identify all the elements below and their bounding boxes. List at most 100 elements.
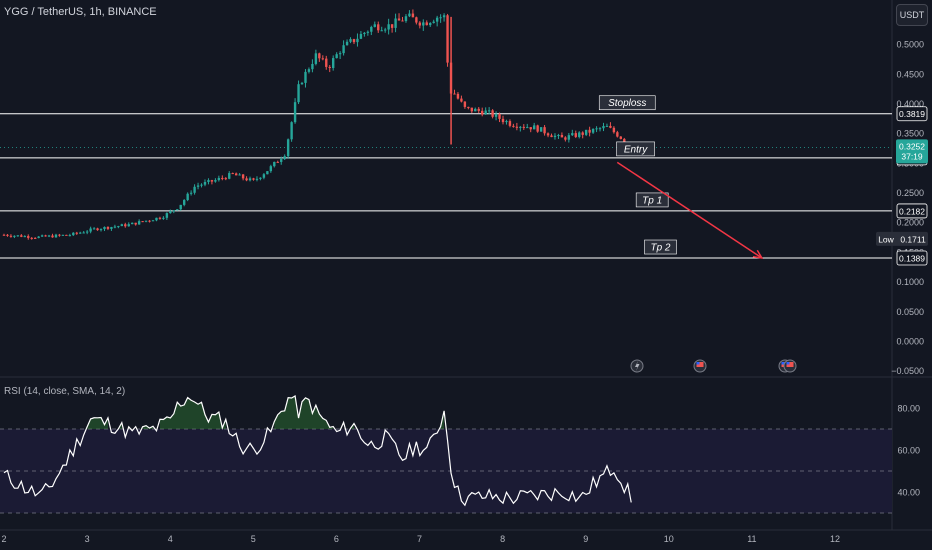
candle-body bbox=[370, 26, 373, 32]
candle-body bbox=[325, 58, 328, 67]
candle-body bbox=[526, 127, 529, 129]
candle-body bbox=[463, 101, 467, 107]
candle-body bbox=[318, 53, 321, 59]
candle-body bbox=[338, 53, 342, 55]
candle-body bbox=[51, 235, 54, 238]
candle-body bbox=[245, 178, 248, 181]
rsi-tick-label: 40.00 bbox=[897, 488, 920, 498]
flag-event-icon[interactable] bbox=[783, 359, 797, 373]
candle-body bbox=[574, 133, 577, 137]
rsi-tick-label: 60.00 bbox=[897, 446, 920, 456]
candle-body bbox=[131, 222, 134, 225]
candle-body bbox=[269, 166, 273, 172]
candle-body bbox=[453, 93, 456, 95]
candle-body bbox=[352, 39, 356, 43]
candle-body bbox=[571, 133, 574, 136]
target-arrow-line bbox=[616, 161, 763, 259]
candle-body bbox=[307, 69, 311, 72]
candle-body bbox=[494, 114, 498, 117]
candle-body bbox=[103, 226, 106, 230]
candle-body bbox=[560, 134, 564, 138]
candle-body bbox=[311, 63, 314, 70]
candle-body bbox=[619, 136, 623, 139]
candle-body bbox=[356, 38, 359, 43]
candle-body bbox=[273, 161, 276, 167]
candle-body bbox=[196, 185, 200, 187]
candle-body bbox=[532, 125, 536, 130]
candle-body bbox=[23, 236, 26, 238]
candle-body bbox=[505, 121, 508, 123]
candle-body bbox=[30, 237, 33, 239]
low-marker-box bbox=[876, 231, 928, 246]
candle-body bbox=[44, 235, 47, 237]
candle-body bbox=[432, 21, 435, 23]
candle-body bbox=[474, 108, 477, 112]
candle-body bbox=[158, 217, 162, 219]
candle-body bbox=[481, 110, 484, 115]
x-tick-label: 6 bbox=[334, 534, 339, 544]
level-tag: 0.3819 bbox=[899, 109, 925, 119]
x-tick-label: 3 bbox=[85, 534, 90, 544]
candle-body bbox=[536, 125, 539, 132]
candle-body bbox=[210, 180, 214, 182]
candle-body bbox=[623, 138, 626, 143]
low-marker-tag: 0.1711 bbox=[900, 234, 926, 244]
x-tick-label: 10 bbox=[664, 534, 674, 544]
candle-body bbox=[134, 222, 137, 225]
candle-body bbox=[332, 58, 335, 68]
candle-body bbox=[68, 235, 72, 237]
flag-event-icon[interactable] bbox=[693, 359, 707, 373]
candle-body bbox=[58, 234, 61, 236]
level-label: Stoploss bbox=[608, 98, 646, 109]
candle-body bbox=[408, 13, 411, 17]
candle-body bbox=[491, 110, 494, 117]
candle-body bbox=[189, 192, 193, 194]
candle-body bbox=[602, 126, 605, 129]
candle-body bbox=[207, 180, 210, 182]
candle-body bbox=[598, 128, 602, 130]
level-label: Tp 2 bbox=[650, 243, 670, 254]
candle-body bbox=[238, 174, 241, 176]
candle-body bbox=[470, 107, 474, 112]
candle-body bbox=[110, 227, 113, 229]
y-tick-label: 0.0000 bbox=[896, 337, 924, 347]
current-price-tag-box bbox=[896, 139, 928, 164]
candle-body bbox=[404, 16, 408, 22]
candle-body bbox=[75, 232, 78, 234]
candle-body bbox=[120, 224, 124, 227]
symbol-header[interactable]: YGG / TetherUS, 1h, BINANCE bbox=[4, 6, 157, 18]
candle-body bbox=[224, 178, 227, 180]
candle-body bbox=[259, 177, 262, 179]
x-tick-label: 4 bbox=[168, 534, 173, 544]
lightning-event-icon[interactable] bbox=[630, 359, 644, 373]
candle-body bbox=[155, 217, 158, 221]
currency-button[interactable]: USDT bbox=[896, 4, 928, 26]
candle-body bbox=[588, 129, 591, 133]
x-tick-label: 2 bbox=[1, 534, 6, 544]
candle-body bbox=[314, 53, 318, 64]
level-tag: 0.2182 bbox=[899, 206, 925, 216]
candle-body bbox=[33, 237, 37, 239]
candle-body bbox=[137, 221, 141, 225]
x-tick-label: 11 bbox=[747, 534, 756, 544]
candle-body bbox=[557, 134, 560, 136]
candle-body bbox=[127, 224, 130, 227]
candle-body bbox=[297, 84, 300, 103]
candle-body bbox=[467, 106, 470, 108]
y-tick-label: 0.2500 bbox=[896, 188, 924, 198]
current-price-tag: 0.3252 bbox=[899, 141, 925, 151]
level-tag-box bbox=[896, 203, 928, 219]
candle-body bbox=[82, 232, 85, 234]
candle-body bbox=[345, 41, 349, 46]
candle-body bbox=[221, 177, 224, 179]
candle-body bbox=[435, 17, 439, 22]
candle-body bbox=[2, 234, 6, 236]
candle-body bbox=[390, 24, 394, 28]
candle-body bbox=[564, 137, 567, 140]
candle-body bbox=[380, 30, 383, 32]
rsi-header[interactable]: RSI (14, close, SMA, 14, 2) bbox=[4, 386, 126, 397]
candle-body bbox=[460, 98, 463, 102]
candle-body bbox=[377, 24, 380, 31]
candle-body bbox=[255, 178, 259, 180]
